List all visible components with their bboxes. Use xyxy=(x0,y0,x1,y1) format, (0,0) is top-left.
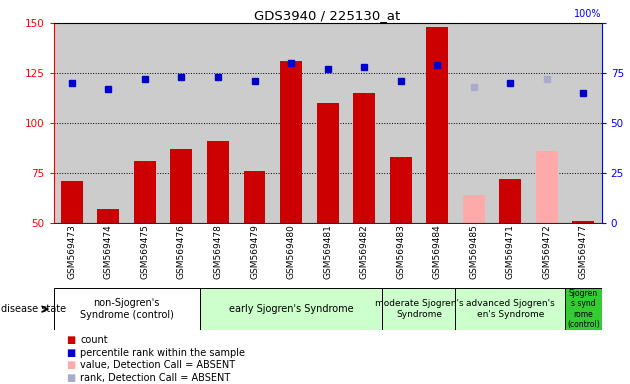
Text: 100%: 100% xyxy=(574,9,602,19)
Bar xyxy=(565,288,602,330)
Text: GSM569472: GSM569472 xyxy=(542,224,551,279)
Bar xyxy=(171,149,192,223)
Bar xyxy=(427,27,448,223)
Text: GSM569477: GSM569477 xyxy=(579,224,588,279)
Bar xyxy=(390,157,411,223)
Text: ■: ■ xyxy=(66,360,76,370)
Bar xyxy=(382,288,455,330)
Text: GSM569478: GSM569478 xyxy=(214,224,222,279)
Text: non-Sjogren's
Syndrome (control): non-Sjogren's Syndrome (control) xyxy=(79,298,174,320)
Bar xyxy=(61,181,83,223)
Bar xyxy=(536,151,558,223)
Text: ■: ■ xyxy=(66,335,76,345)
Text: disease state: disease state xyxy=(1,304,66,314)
Text: GSM569483: GSM569483 xyxy=(396,224,405,279)
Bar xyxy=(207,141,229,223)
Bar xyxy=(455,288,565,330)
Bar xyxy=(573,221,594,223)
Bar xyxy=(244,171,265,223)
Text: percentile rank within the sample: percentile rank within the sample xyxy=(80,348,245,358)
Text: GSM569480: GSM569480 xyxy=(287,224,295,279)
Bar xyxy=(200,288,382,330)
Bar xyxy=(280,61,302,223)
Text: GSM569476: GSM569476 xyxy=(177,224,186,279)
Text: moderate Sjogren's
Syndrome: moderate Sjogren's Syndrome xyxy=(375,300,463,319)
Text: GSM569474: GSM569474 xyxy=(104,224,113,279)
Title: GDS3940 / 225130_at: GDS3940 / 225130_at xyxy=(255,9,401,22)
Bar xyxy=(98,209,119,223)
Text: Sjogren
s synd
rome
(control): Sjogren s synd rome (control) xyxy=(567,289,600,329)
Text: GSM569479: GSM569479 xyxy=(250,224,259,279)
Bar xyxy=(317,103,338,223)
Bar xyxy=(463,195,484,223)
Text: GSM569485: GSM569485 xyxy=(469,224,478,279)
Text: early Sjogren's Syndrome: early Sjogren's Syndrome xyxy=(229,304,353,314)
Text: value, Detection Call = ABSENT: value, Detection Call = ABSENT xyxy=(80,360,235,370)
Bar xyxy=(134,161,156,223)
Text: ■: ■ xyxy=(66,348,76,358)
Text: GSM569481: GSM569481 xyxy=(323,224,332,279)
Bar xyxy=(500,179,521,223)
Text: ■: ■ xyxy=(66,373,76,383)
Bar xyxy=(54,288,200,330)
Text: GSM569484: GSM569484 xyxy=(433,224,442,279)
Text: GSM569471: GSM569471 xyxy=(506,224,515,279)
Text: GSM569482: GSM569482 xyxy=(360,224,369,279)
Text: advanced Sjogren's
en's Syndrome: advanced Sjogren's en's Syndrome xyxy=(466,300,554,319)
Bar xyxy=(353,93,375,223)
Text: GSM569473: GSM569473 xyxy=(67,224,76,279)
Text: count: count xyxy=(80,335,108,345)
Text: GSM569475: GSM569475 xyxy=(140,224,149,279)
Text: rank, Detection Call = ABSENT: rank, Detection Call = ABSENT xyxy=(80,373,230,383)
